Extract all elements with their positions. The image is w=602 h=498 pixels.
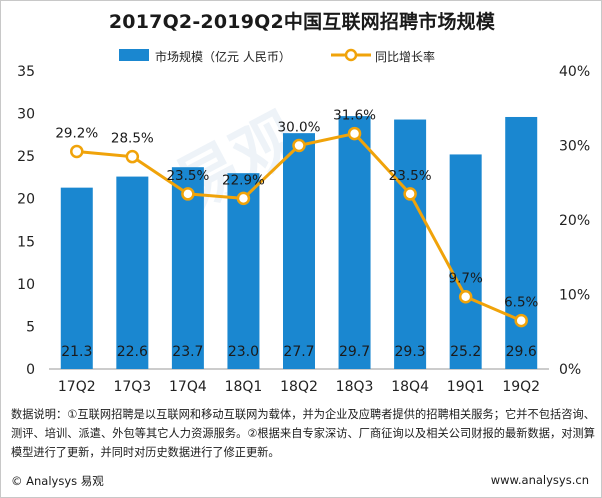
growth-point	[458, 289, 473, 304]
growth-value-label: 22.9%	[222, 172, 265, 188]
bar-value-label: 25.2	[450, 344, 481, 360]
x-tick-label: 17Q3	[113, 379, 151, 395]
y-left-tick-label: 20	[17, 192, 35, 208]
y-left-tick-label: 25	[17, 149, 35, 165]
x-tick-label: 17Q4	[169, 379, 207, 395]
x-tick-label: 18Q3	[336, 379, 374, 395]
x-tick-label: 19Q2	[502, 379, 540, 395]
growth-value-label: 28.5%	[111, 131, 154, 147]
growth-point	[70, 144, 84, 159]
growth-point	[403, 187, 417, 201]
growth-value-label: 29.2%	[55, 125, 98, 141]
x-tick-label: 19Q1	[447, 379, 485, 395]
bar-value-label: 21.3	[61, 344, 92, 360]
y-left-tick-label: 35	[17, 64, 35, 80]
growth-value-label: 9.7%	[449, 271, 483, 287]
growth-point	[347, 126, 362, 141]
growth-value-label: 30.0%	[278, 120, 321, 136]
bar-value-label: 29.6	[506, 344, 537, 360]
bar	[394, 119, 427, 369]
bar	[171, 167, 204, 369]
bar	[60, 187, 93, 369]
bar-value-label: 29.7	[339, 344, 370, 360]
x-tick-label: 18Q4	[391, 379, 429, 395]
y-left-tick-label: 15	[17, 234, 35, 250]
legend-line-label: 同比增长率	[375, 50, 436, 64]
y-right-tick-label: 10%	[559, 288, 590, 304]
bar-value-label: 23.0	[228, 344, 259, 360]
legend-bar-label: 市场规模（亿元 人民币）	[155, 50, 291, 64]
y-right-tick-label: 40%	[559, 64, 590, 80]
growth-point	[514, 313, 528, 328]
footer-brand: © Analysys 易观	[11, 474, 104, 488]
bar	[338, 116, 371, 369]
growth-value-label: 23.5%	[166, 168, 209, 184]
growth-value-label: 31.6%	[333, 108, 376, 124]
growth-value-label: 23.5%	[389, 168, 432, 184]
legend-line-swatch	[331, 48, 371, 62]
growth-value-label: 6.5%	[504, 295, 538, 311]
data-note: 数据说明：①互联网招聘是以互联网和移动互联网为载体，并为企业及应聘者提供的招聘相…	[11, 408, 595, 459]
x-tick-label: 18Q2	[280, 379, 318, 395]
y-left-tick-label: 30	[17, 107, 35, 123]
bar	[283, 133, 315, 369]
bar-value-label: 23.7	[172, 344, 203, 360]
bar	[227, 173, 260, 369]
bar-value-label: 27.7	[283, 344, 314, 360]
bar-value-label: 22.6	[117, 344, 148, 360]
growth-point	[292, 138, 306, 153]
bar-value-label: 29.3	[395, 344, 426, 360]
bar	[505, 116, 538, 369]
growth-point	[181, 187, 195, 201]
footer-url: www.analysys.cn	[490, 473, 589, 487]
legend-bar-swatch	[119, 49, 149, 61]
chart-title: 2017Q2-2019Q2中国互联网招聘市场规模	[108, 11, 496, 33]
x-tick-label: 18Q1	[225, 379, 263, 395]
bar	[116, 176, 149, 369]
legend: 市场规模（亿元 人民币） 同比增长率	[1, 46, 602, 64]
y-left-tick-label: 10	[17, 277, 35, 293]
y-right-tick-label: 0%	[559, 362, 581, 378]
y-right-tick-label: 30%	[559, 139, 590, 155]
y-left-tick-label: 0	[26, 362, 35, 378]
growth-point	[125, 149, 140, 164]
growth-point	[236, 191, 251, 206]
y-right-tick-label: 20%	[559, 213, 590, 229]
x-tick-label: 17Q2	[58, 379, 96, 395]
combo-chart: 0 5 10 15 20 25 30 35 0% 10% 20% 30% 40% 21.3 17Q2 22.6…	[17, 64, 590, 395]
y-left-tick-label: 5	[26, 319, 35, 335]
bar	[449, 154, 482, 369]
